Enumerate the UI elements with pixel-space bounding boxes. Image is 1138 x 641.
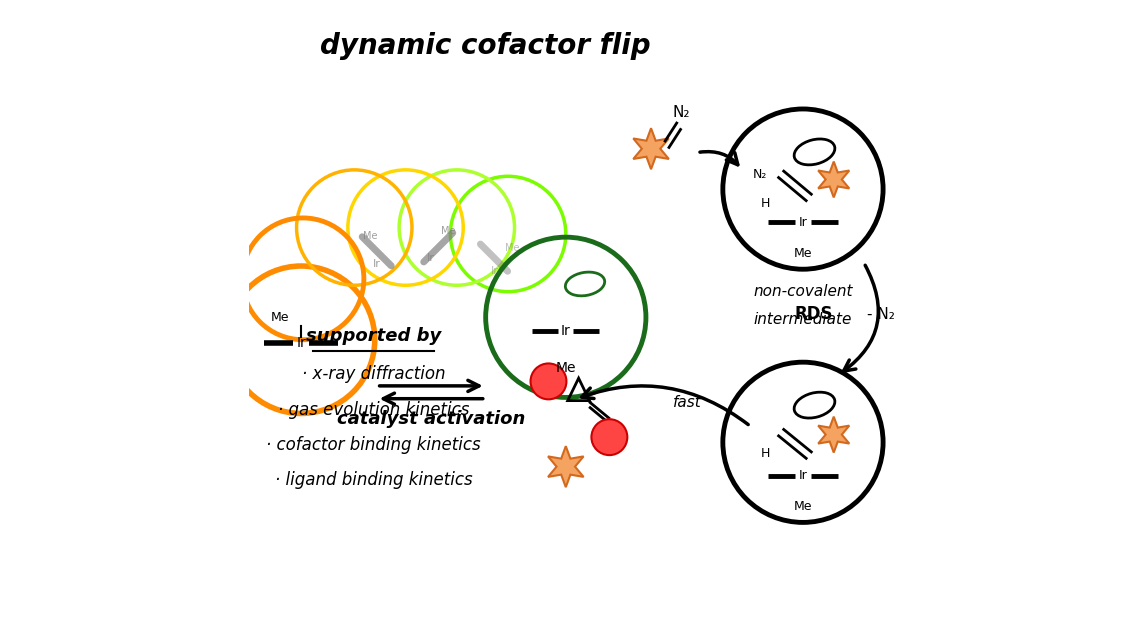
Text: Ir: Ir xyxy=(373,259,380,269)
Polygon shape xyxy=(818,162,849,197)
Text: Ir: Ir xyxy=(799,469,807,482)
Text: fast: fast xyxy=(674,395,702,410)
Polygon shape xyxy=(633,128,669,169)
Text: · ligand binding kinetics: · ligand binding kinetics xyxy=(274,471,472,489)
Text: Me: Me xyxy=(793,500,813,513)
Text: Ir: Ir xyxy=(427,253,435,263)
Text: dynamic cofactor flip: dynamic cofactor flip xyxy=(321,32,651,60)
Text: · cofactor binding kinetics: · cofactor binding kinetics xyxy=(266,436,481,454)
Text: supported by: supported by xyxy=(306,327,442,345)
Text: · gas evolution kinetics: · gas evolution kinetics xyxy=(278,401,469,419)
Text: H: H xyxy=(761,447,770,460)
Text: Ir: Ir xyxy=(561,324,570,338)
Text: non-covalent: non-covalent xyxy=(753,284,852,299)
Text: Ir: Ir xyxy=(490,265,498,276)
Circle shape xyxy=(592,419,627,455)
Text: Me: Me xyxy=(505,243,519,253)
Text: H: H xyxy=(761,197,770,210)
Text: · x-ray diffraction: · x-ray diffraction xyxy=(302,365,445,383)
Polygon shape xyxy=(818,417,849,453)
Text: - N₂: - N₂ xyxy=(867,306,894,322)
Text: RDS: RDS xyxy=(794,305,833,323)
Text: catalyst activation: catalyst activation xyxy=(337,410,526,428)
Text: Ir: Ir xyxy=(296,336,306,350)
Text: Me: Me xyxy=(363,231,377,241)
Text: Me: Me xyxy=(271,311,289,324)
Circle shape xyxy=(530,363,567,399)
Polygon shape xyxy=(549,446,584,487)
Text: Ir: Ir xyxy=(799,216,807,229)
Text: Me: Me xyxy=(793,247,813,260)
Text: Me: Me xyxy=(555,361,576,375)
Text: N₂: N₂ xyxy=(753,169,767,181)
Text: N₂: N₂ xyxy=(673,104,691,120)
Text: Me: Me xyxy=(440,226,455,236)
Text: intermediate: intermediate xyxy=(753,312,852,327)
